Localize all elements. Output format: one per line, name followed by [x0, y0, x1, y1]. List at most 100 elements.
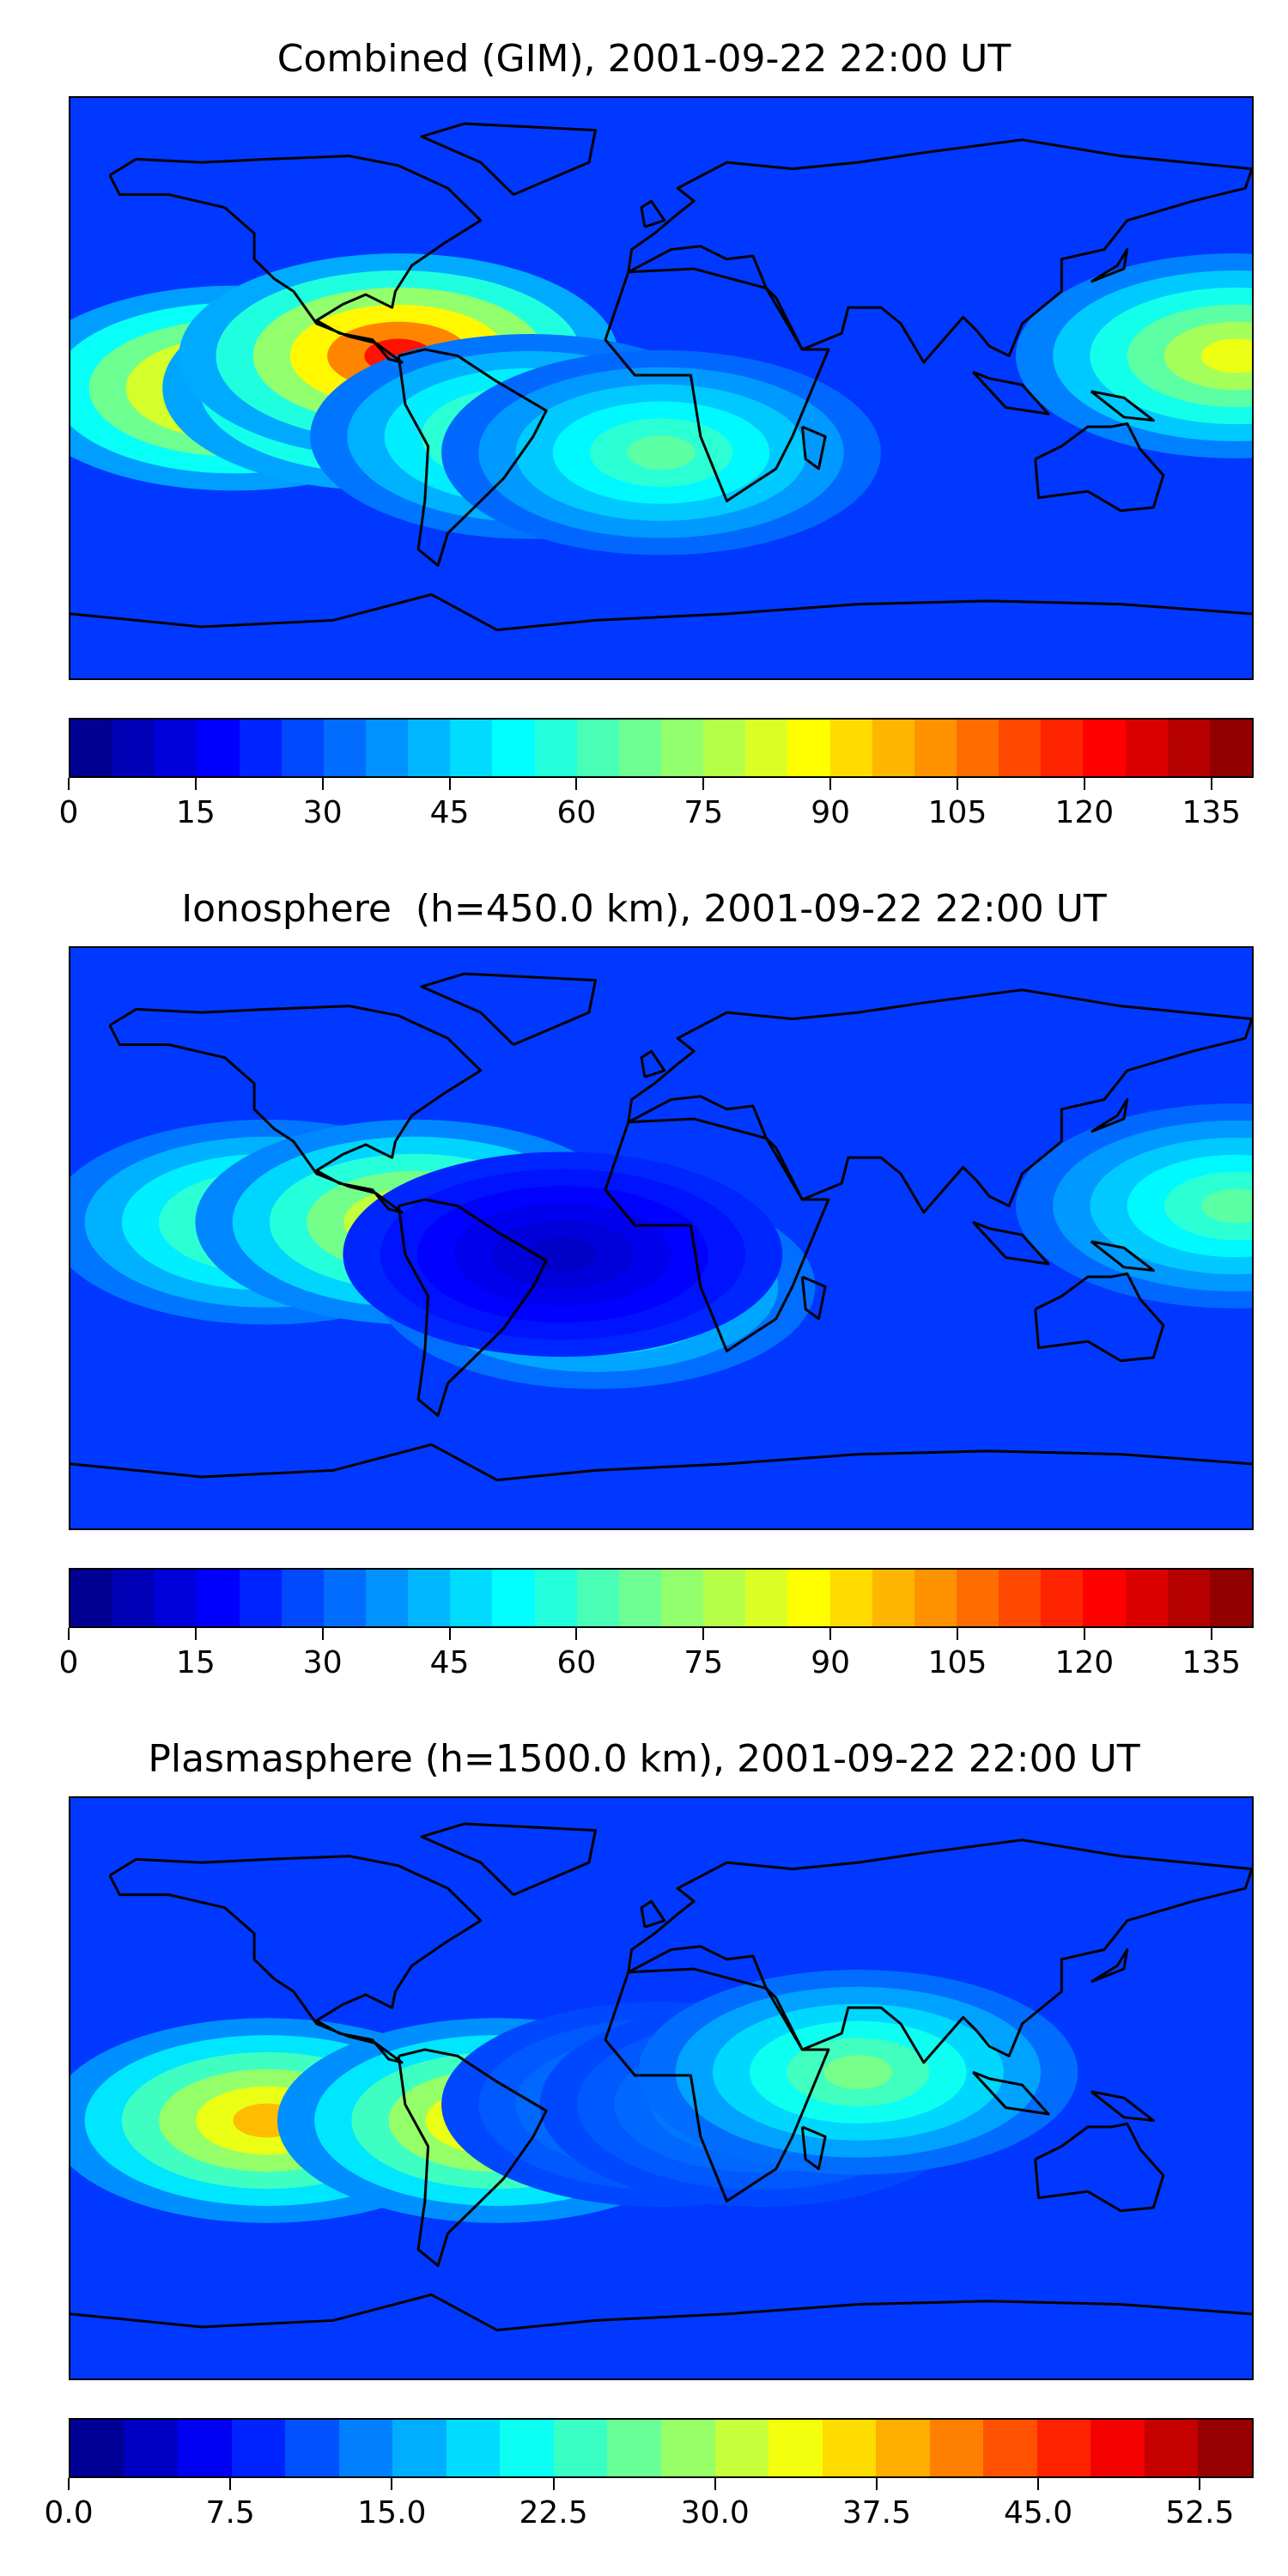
colorbar-tick-label: 37.5 — [841, 2495, 911, 2530]
coastline — [972, 2070, 1050, 2116]
colorbar-tick-label: 7.5 — [205, 2495, 255, 2530]
coastline — [972, 1220, 1050, 1266]
coastline — [640, 1899, 666, 1929]
colorbar-tick — [1083, 1628, 1085, 1640]
colorbar-segment — [660, 1570, 704, 1626]
colorbar-segment — [714, 2420, 769, 2476]
colorbar-segment — [365, 720, 409, 776]
coastline — [627, 1838, 1252, 2064]
colorbar-tick-label: 120 — [1054, 1645, 1115, 1680]
colorbar-tick-label: 0.0 — [44, 2495, 94, 2530]
map-canvas — [70, 1798, 1252, 2379]
colorbar-segment — [787, 720, 830, 776]
map-combined — [69, 96, 1254, 680]
colorbar-tick — [829, 778, 832, 790]
colorbar-segment — [829, 1570, 872, 1626]
colorbar-segment — [929, 2420, 984, 2476]
colorbar-segment — [534, 1570, 577, 1626]
colorbar-tick — [391, 2478, 393, 2490]
colorbar-segment — [408, 720, 451, 776]
colorbar-tick-label: 90 — [811, 1645, 851, 1680]
colorbar-tick — [68, 1628, 70, 1640]
colorbar-tick-label: 75 — [683, 1645, 724, 1680]
coastline — [397, 2048, 548, 2268]
colorbar-tick-label: 15 — [175, 795, 216, 830]
colorbar-tick-label: 52.5 — [1165, 2495, 1235, 2530]
colorbar-tick — [194, 1628, 197, 1640]
colorbar-tick-label: 90 — [811, 795, 851, 830]
colorbar-segment — [281, 720, 324, 776]
colorbar-segment — [239, 720, 282, 776]
map-canvas — [70, 948, 1252, 1528]
colorbar-segment — [365, 1570, 409, 1626]
colorbar-segment — [1041, 720, 1084, 776]
contour-blob — [823, 2055, 893, 2090]
colorbar-segment — [872, 720, 914, 776]
colorbar-segment — [1209, 1570, 1252, 1626]
colorbar-tick — [1199, 2478, 1201, 2490]
coastline — [972, 370, 1050, 416]
colorbar-segment — [769, 2420, 823, 2476]
coastline — [1090, 2090, 1155, 2123]
colorbar-segment — [914, 720, 957, 776]
coastline — [397, 348, 548, 568]
colorbar-tick — [829, 1628, 832, 1640]
colorbar-segment — [607, 2420, 662, 2476]
coastline — [420, 972, 598, 1047]
colorbar-segment — [155, 720, 197, 776]
colorbar-ticks-ionosphere: 0 15 30 45 60 75 90 105 120 135 — [59, 1628, 1254, 1680]
colorbar-segment — [112, 1570, 155, 1626]
colorbar-segment — [822, 2420, 877, 2476]
colorbar-tick — [229, 2478, 232, 2490]
coastline — [1090, 248, 1129, 283]
colorbar-segment — [553, 2420, 608, 2476]
colorbar-segment — [231, 2420, 286, 2476]
colorbar-segment — [285, 2420, 339, 2476]
map-canvas — [70, 98, 1252, 678]
coastline — [420, 1822, 598, 1897]
colorbar-tick-label: 15.0 — [357, 2495, 427, 2530]
colorbar-tick — [321, 778, 324, 790]
contour-blob — [1201, 338, 1252, 374]
colorbar-ionosphere — [69, 1568, 1254, 1628]
colorbar-tick — [448, 1628, 451, 1640]
coastline — [640, 1049, 666, 1078]
colorbar-tick — [68, 778, 70, 790]
colorbar-tick — [957, 1628, 958, 1640]
colorbar-segment — [446, 2420, 501, 2476]
coastline — [420, 122, 598, 197]
colorbar-segment — [1036, 2420, 1091, 2476]
colorbar-segment — [450, 720, 493, 776]
colorbar-tick-label: 60 — [556, 1645, 597, 1680]
colorbar-segment — [999, 720, 1042, 776]
coastline — [640, 199, 666, 228]
colorbar-tick-label: 135 — [1182, 1645, 1242, 1680]
colorbar-segment — [876, 2420, 930, 2476]
colorbar-segment — [576, 720, 619, 776]
coastline — [108, 1855, 483, 2064]
colorbar-segment — [1167, 1570, 1210, 1626]
colorbar-segment — [70, 2420, 125, 2476]
colorbar-segment — [1198, 2420, 1253, 2476]
colorbar-segment — [999, 1570, 1042, 1626]
colorbar-segment — [534, 720, 577, 776]
coastline — [397, 1198, 548, 1418]
colorbar-segment — [197, 720, 240, 776]
coastline — [1090, 1948, 1129, 1984]
colorbar-segment — [492, 720, 535, 776]
colorbar-tick — [194, 778, 197, 790]
coastline — [1034, 422, 1165, 513]
colorbar-segment — [323, 720, 366, 776]
colorbar-segment — [70, 720, 113, 776]
colorbar-ticks-plasmasphere: 0.0 7.5 15.0 22.5 30.0 37.5 45.0 52.5 — [44, 2478, 1254, 2530]
colorbar-tick-label: 45 — [429, 1645, 470, 1680]
coastline — [627, 988, 1252, 1214]
colorbar-tick-label: 120 — [1054, 795, 1115, 830]
colorbar-segment — [500, 2420, 554, 2476]
colorbar-tick — [1210, 778, 1212, 790]
colorbar-tick — [875, 2478, 878, 2490]
colorbar-tick — [448, 778, 451, 790]
colorbar-segment — [178, 2420, 232, 2476]
colorbar-tick-label: 45 — [429, 795, 470, 830]
colorbar-segment — [338, 2420, 393, 2476]
